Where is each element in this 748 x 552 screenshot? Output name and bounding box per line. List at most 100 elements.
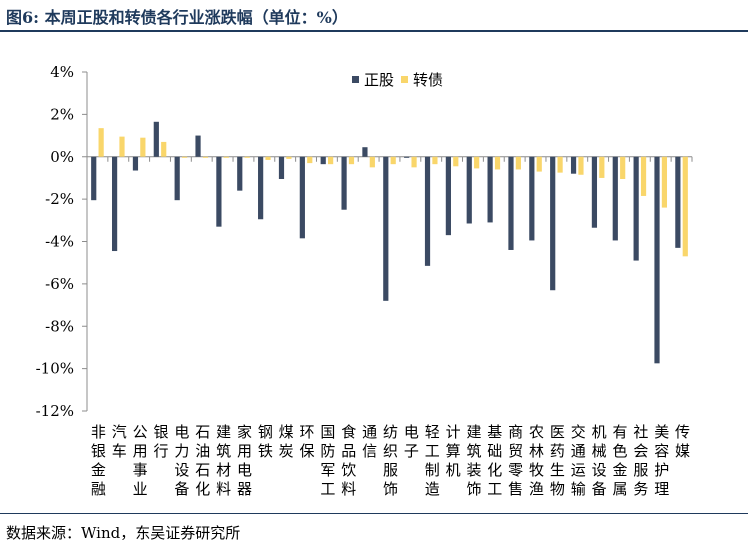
legend-swatch	[352, 76, 359, 83]
x-tick-label: 食品饮料	[341, 423, 356, 498]
cb-bar	[140, 137, 146, 157]
legend-label: 转债	[413, 71, 443, 89]
x-tick-label: 商贸零售	[508, 423, 523, 498]
legend-swatch	[401, 76, 408, 83]
stock-bar	[174, 156, 180, 201]
stock-bar	[570, 156, 577, 174]
cb-bar	[265, 156, 271, 160]
stock-bar	[278, 156, 285, 179]
x-tick-label: 国防军工	[320, 423, 335, 498]
x-tick-label: 有色金属	[612, 423, 627, 498]
cb-bar	[578, 156, 584, 175]
stock-bar	[591, 156, 598, 228]
stock-bar	[529, 156, 535, 241]
cb-bar	[244, 156, 250, 158]
cb-bar	[515, 156, 521, 170]
stock-bar	[195, 135, 201, 157]
y-tick-label: 2%	[50, 105, 74, 123]
x-tick-label: 煤炭	[279, 423, 294, 460]
legend: 正股 转债	[352, 71, 443, 89]
cb-bar	[640, 156, 647, 196]
stock-bar	[633, 156, 639, 261]
stock-bar	[320, 156, 326, 165]
y-tick-label: -10%	[36, 360, 74, 378]
stock-bar	[111, 156, 118, 252]
cb-bar	[181, 156, 188, 158]
x-tick-label: 通信	[362, 423, 377, 460]
y-tick-label: -8%	[45, 317, 74, 335]
x-tick-label: 美容护理	[654, 423, 669, 498]
source-rule	[0, 513, 748, 514]
cb-bar	[432, 156, 438, 165]
figure-title-text: 本周正股和转债各行业涨跌幅（单位：%）	[44, 8, 348, 27]
y-tick-label: -6%	[45, 275, 74, 293]
y-tick-label: 0%	[50, 148, 74, 166]
stock-bar	[508, 156, 514, 250]
x-tick-label: 基础化工	[487, 423, 502, 498]
y-tick-label: 4%	[50, 63, 74, 81]
cb-bar	[661, 156, 668, 208]
x-tick-label: 环保	[300, 423, 315, 460]
stock-bar	[466, 156, 472, 224]
stock-bar	[132, 156, 139, 171]
y-tick-label: -2%	[45, 190, 74, 208]
cb-bar	[161, 141, 167, 157]
x-tick-label: 医药生物	[550, 423, 565, 498]
bars	[91, 121, 688, 364]
stock-bar	[550, 156, 556, 291]
stock-bar	[404, 156, 410, 158]
cb-bar	[223, 156, 229, 158]
x-tick-label: 石油石化	[195, 423, 210, 498]
cb-bar	[202, 156, 209, 158]
cb-bar	[453, 156, 459, 167]
x-tick-label: 社会服务	[633, 423, 648, 498]
y-tick-label: -12%	[36, 402, 74, 420]
cb-bar	[682, 156, 688, 257]
x-tick-label: 汽车	[112, 423, 127, 460]
cb-bar	[369, 156, 375, 168]
x-tick-label: 电子	[404, 423, 419, 460]
source-note: 数据来源：Wind，东吴证券研究所	[6, 524, 241, 542]
x-tick-label: 银行	[154, 423, 169, 460]
x-tick-label: 传媒	[675, 423, 690, 460]
stock-bar	[424, 156, 431, 266]
cb-bar	[557, 156, 563, 173]
x-tick-label: 建筑装饰	[466, 423, 481, 498]
axes: 4% 2% 0% -2% -4% -6% -8% -10% -12%	[36, 63, 693, 420]
cb-bar	[286, 156, 292, 159]
x-tick-label: 非银金融	[91, 423, 106, 498]
stock-bar	[258, 156, 264, 220]
x-tick-label: 钢铁	[258, 423, 273, 460]
x-tick-label: 家用电器	[237, 423, 252, 498]
cb-bar	[119, 136, 125, 157]
title-rule	[0, 30, 748, 32]
cb-bar	[98, 128, 104, 157]
x-tick-label: 轻工制造	[425, 423, 440, 498]
x-tick-label: 纺织服饰	[383, 423, 398, 498]
x-tick-label: 机械设备	[592, 423, 607, 498]
cb-bar	[474, 156, 480, 169]
cb-bar	[536, 156, 542, 172]
y-tick-label: -4%	[45, 233, 74, 251]
stock-bar	[237, 156, 243, 191]
cb-bar	[599, 156, 605, 178]
stock-bar	[216, 156, 222, 227]
x-tick-label: 交通运输	[571, 423, 586, 498]
figure-title: 图6: 本周正股和转债各行业涨跌幅（单位：%）	[6, 4, 348, 28]
stock-bar	[91, 156, 97, 201]
x-tick-labels: 非银金融汽车公用事业银行电力设备石油石化建筑材料家用电器钢铁煤炭环保国防军工食品…	[91, 423, 690, 498]
stock-bar	[153, 121, 159, 157]
cb-bar	[307, 156, 313, 164]
cb-bar	[390, 156, 396, 165]
cb-bar	[348, 156, 355, 165]
x-tick-label: 电力设备	[174, 423, 189, 498]
stock-bar	[487, 156, 493, 223]
cb-bar	[328, 156, 334, 165]
x-tick-label: 计算机	[446, 423, 461, 479]
stock-bar	[675, 156, 681, 248]
bar-chart: 4% 2% 0% -2% -4% -6% -8% -10% -12% 非银金融汽车公用事业银行电…	[36, 63, 693, 498]
cb-bar	[494, 156, 501, 170]
stock-bar	[445, 156, 451, 236]
stock-bar	[341, 156, 347, 210]
stock-bar	[612, 156, 618, 241]
